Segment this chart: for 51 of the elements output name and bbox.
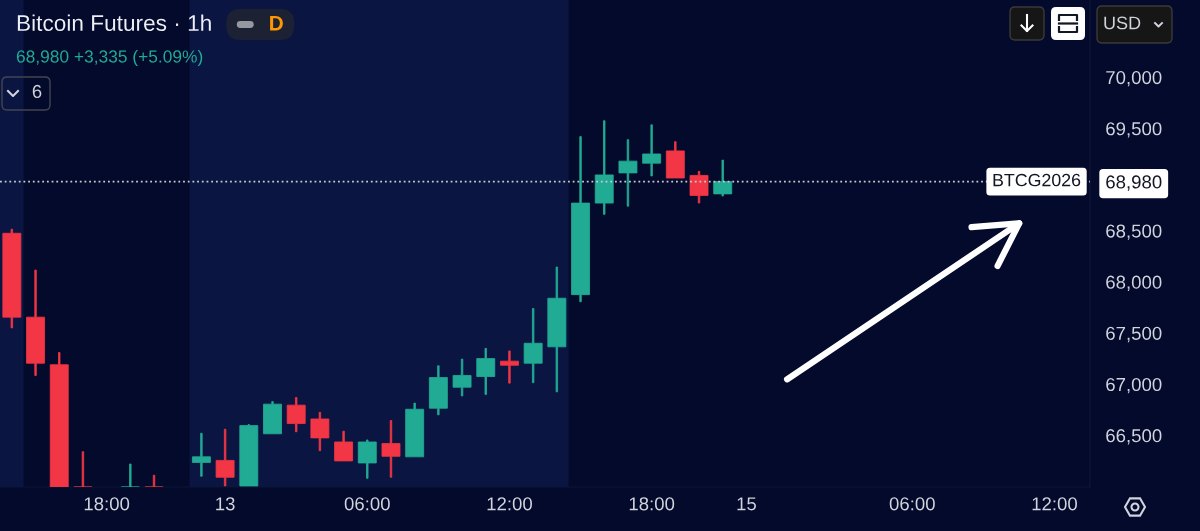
candlestick	[334, 430, 354, 462]
candlestick	[73, 451, 93, 487]
x-tick-label: 12:00	[487, 497, 533, 511]
text: USD	[1104, 16, 1141, 30]
candlestick	[476, 347, 496, 395]
candlestick	[547, 266, 567, 393]
candlestick	[144, 474, 164, 487]
candlestick	[263, 401, 282, 435]
candlestick	[642, 124, 662, 177]
y-tick-label: 69,500	[1106, 122, 1162, 138]
y-tick-label: 67,500	[1106, 326, 1162, 343]
candlestick	[49, 352, 69, 487]
candlestick	[665, 141, 685, 179]
x-tick-label: 12:00	[1032, 497, 1078, 511]
x-tick-label: 18:00	[629, 497, 675, 511]
candlestick	[191, 432, 211, 477]
candlestick	[594, 120, 614, 215]
x-tick-label: 18:00	[84, 497, 130, 511]
candlestick	[428, 365, 448, 416]
y-tick-label: 68,500	[1106, 224, 1162, 240]
candlestick	[215, 428, 235, 487]
candlestick	[286, 397, 306, 433]
candlestick	[357, 439, 377, 479]
x-tick-label: 13	[216, 497, 235, 511]
candlestick	[618, 139, 638, 207]
text: 68,980 +3,335 (+5.09%)	[16, 49, 203, 67]
annotation: D	[270, 16, 283, 31]
x-tick-label: 06:00	[889, 497, 935, 511]
ref-line-label: BTCG2026	[993, 173, 1081, 187]
y-tick-label: 67,000	[1106, 377, 1162, 394]
candlestick	[239, 424, 259, 487]
candlestick	[310, 411, 330, 452]
x-tick-label: 06:00	[344, 497, 390, 511]
candlestick	[26, 269, 45, 376]
candlestick	[452, 358, 472, 397]
annotation: 6	[32, 84, 42, 98]
candlestick	[689, 170, 709, 204]
candlestick	[571, 136, 590, 303]
candlestick	[381, 420, 401, 478]
x-tick-label: 15	[737, 497, 756, 511]
candlestick	[120, 463, 140, 487]
candlestick	[500, 350, 519, 384]
candlestick	[405, 402, 425, 458]
candlestick	[2, 228, 22, 329]
candlestick	[713, 159, 733, 197]
y-tick-label: 68,980	[1106, 175, 1162, 191]
y-tick-label: 70,000	[1106, 70, 1162, 87]
y-tick-label: 68,000	[1106, 275, 1162, 291]
candlestick	[523, 308, 543, 384]
text: Bitcoin Futures · 1h	[17, 14, 211, 32]
y-tick-label: 66,500	[1106, 429, 1162, 445]
